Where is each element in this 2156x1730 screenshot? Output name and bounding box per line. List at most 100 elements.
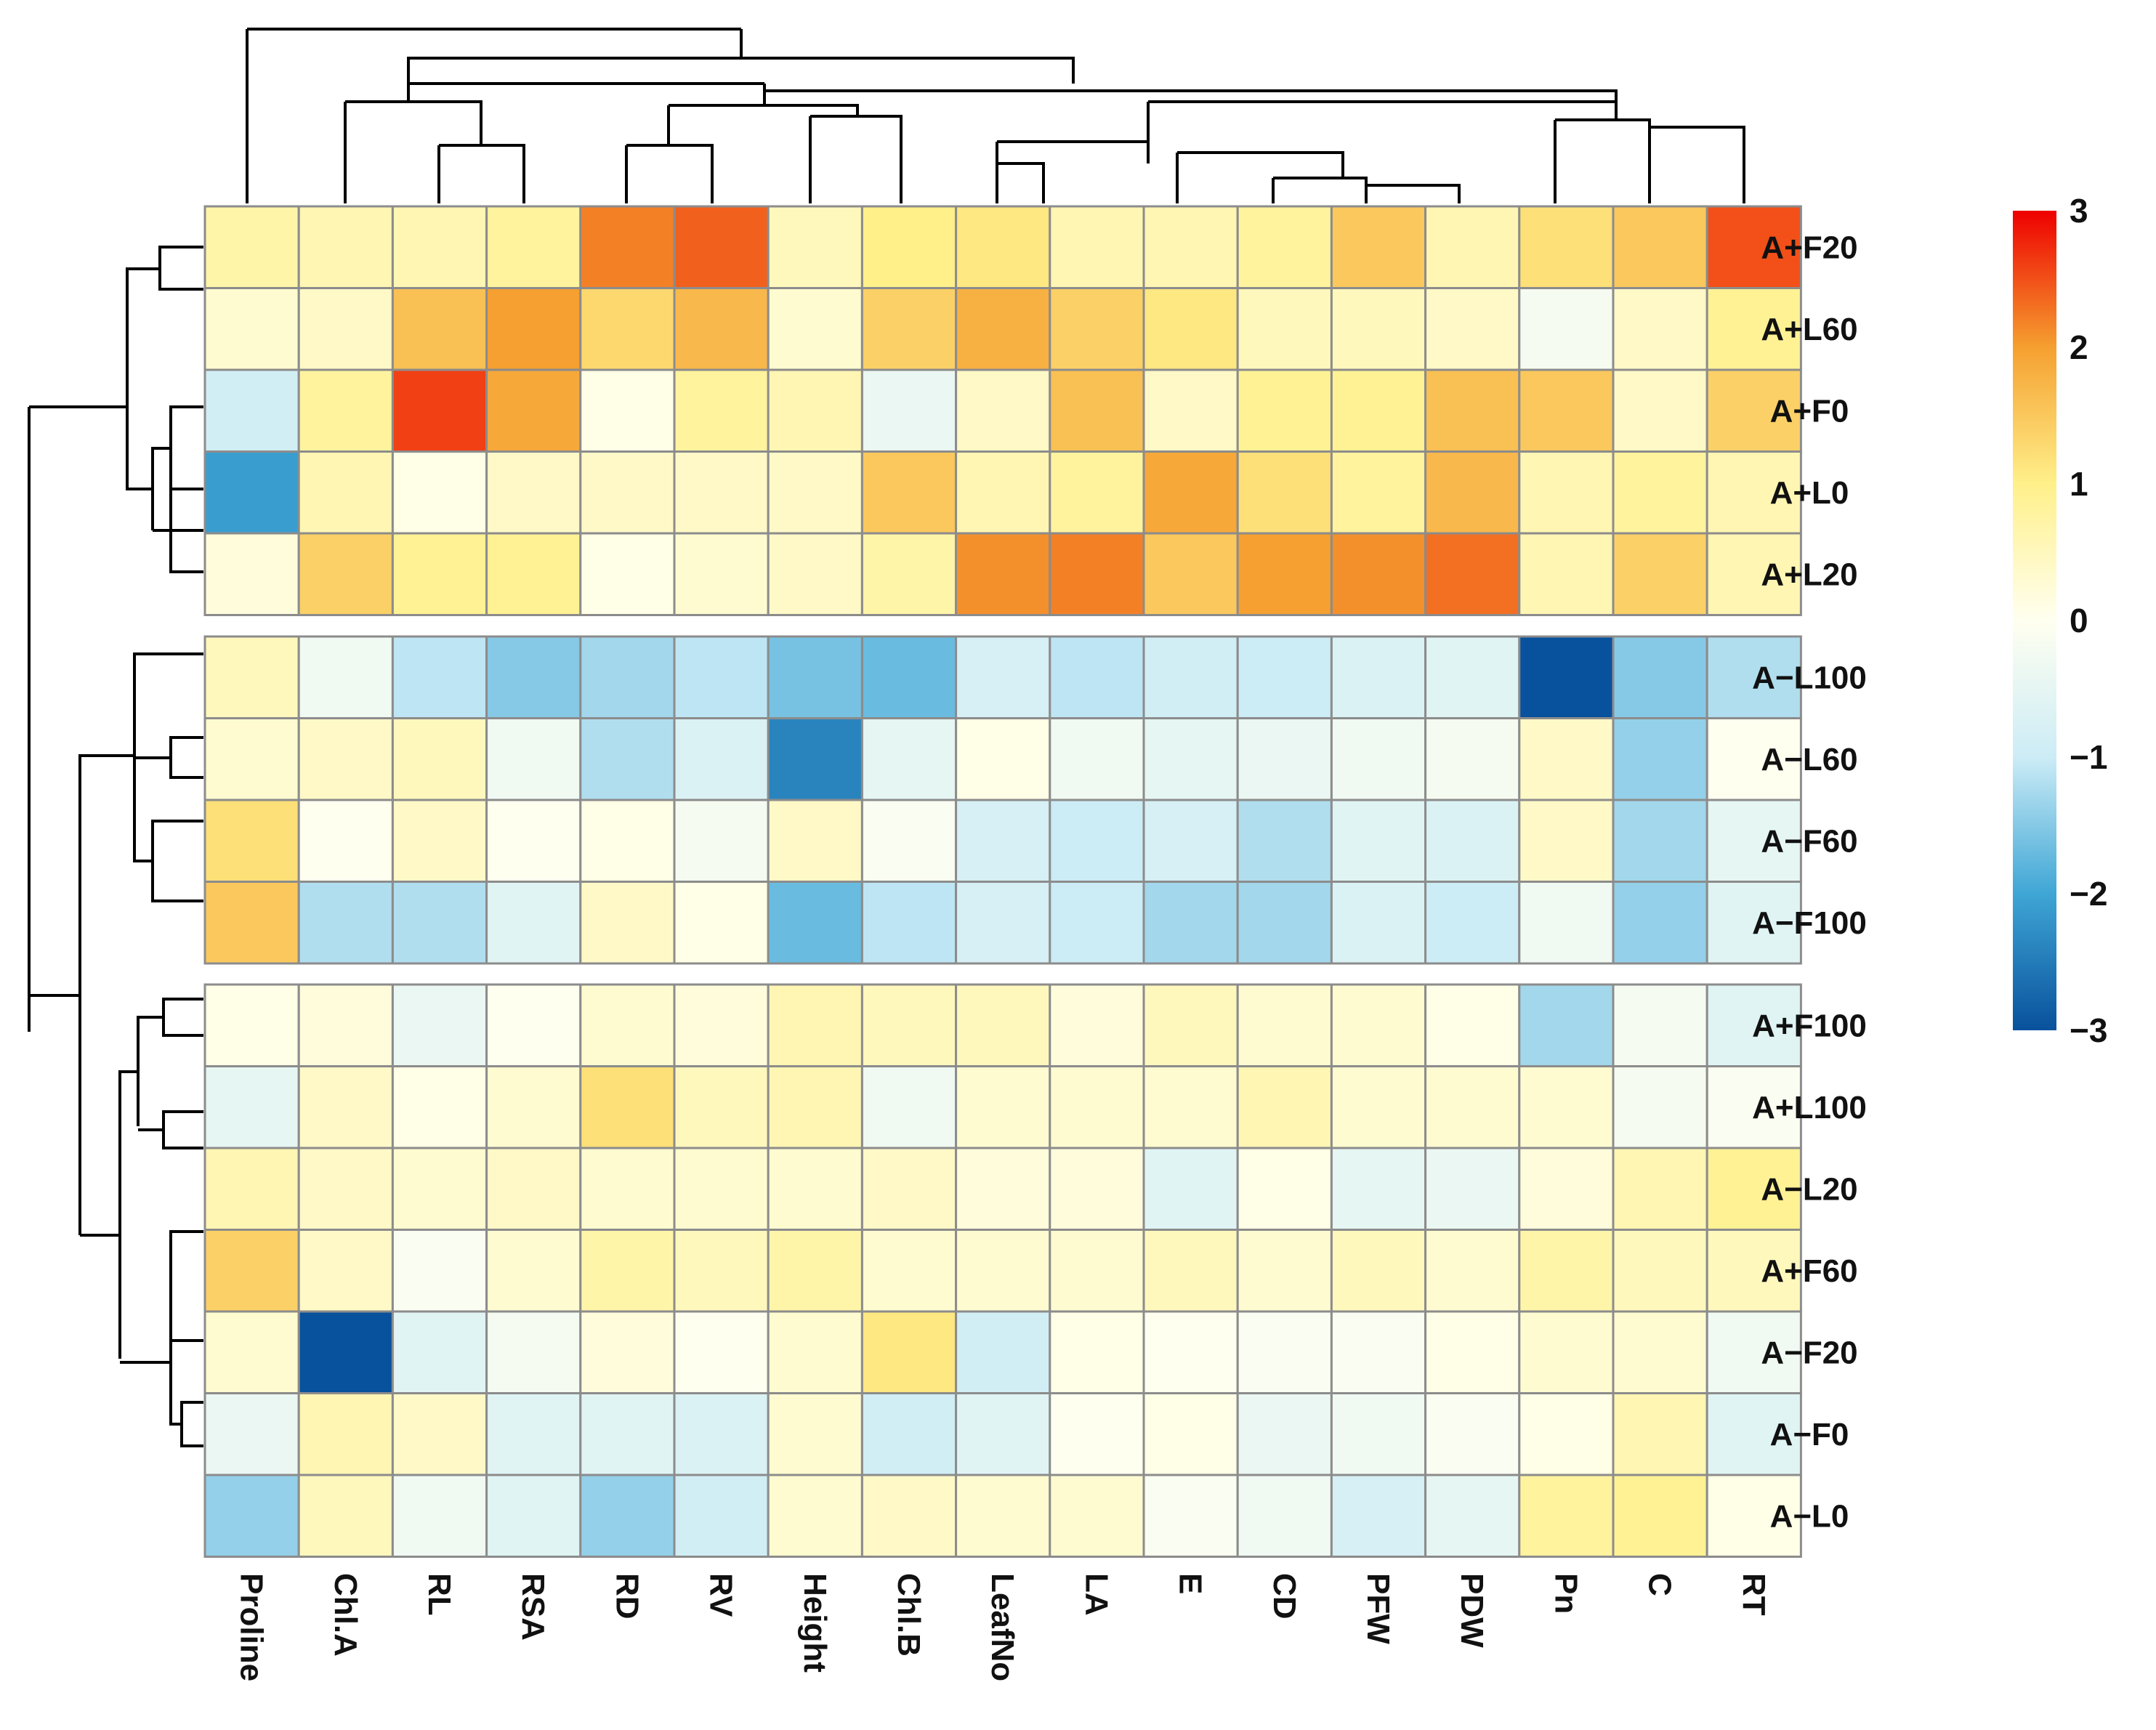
- heatmap-cell: [1236, 205, 1333, 289]
- heatmap-cell: [673, 287, 770, 371]
- heatmap-cell: [955, 717, 1051, 801]
- heatmap-cell: [673, 881, 770, 965]
- row-label: A−L0: [1770, 1498, 1849, 1534]
- heatmap-cell: [673, 205, 770, 289]
- heatmap-cell: [1424, 1392, 1521, 1476]
- heatmap-cell: [485, 983, 582, 1067]
- heatmap-cell: [860, 881, 958, 965]
- heatmap-cell: [203, 532, 300, 616]
- heatmap-cell: [1612, 1229, 1708, 1313]
- heatmap-cell: [1518, 205, 1615, 289]
- heatmap-cell: [579, 1065, 676, 1149]
- heatmap-cell: [955, 1065, 1051, 1149]
- heatmap-cell: [203, 1065, 300, 1149]
- legend-tick-label: 1: [2070, 465, 2088, 503]
- heatmap-cell: [767, 717, 863, 801]
- row-label: A+L20: [1761, 557, 1857, 592]
- heatmap-cell: [579, 717, 676, 801]
- heatmap-cell: [1424, 1310, 1521, 1394]
- heatmap-cell: [1330, 1392, 1427, 1476]
- heatmap-cell: [955, 1229, 1051, 1313]
- row-label: A−F0: [1770, 1417, 1849, 1452]
- heatmap-cell: [1049, 799, 1145, 883]
- heatmap-cell: [767, 205, 863, 289]
- heatmap-cell: [203, 717, 300, 801]
- heatmap-cell: [1705, 1065, 1802, 1149]
- heatmap-cell: [391, 799, 488, 883]
- heatmap-cell: [673, 1474, 770, 1558]
- heatmap-cell: [391, 1147, 488, 1231]
- heatmap-cell: [860, 368, 958, 453]
- column-label: RL: [421, 1573, 457, 1616]
- heatmap-cell: [1236, 717, 1333, 801]
- heatmap-cell: [860, 287, 958, 371]
- heatmap-cell: [485, 881, 582, 965]
- heatmap-cell: [1236, 799, 1333, 883]
- column-label: LeafNo: [985, 1573, 1020, 1681]
- heatmap-cell: [1612, 368, 1708, 453]
- heatmap-cell: [485, 287, 582, 371]
- heatmap-cell: [297, 1065, 394, 1149]
- heatmap-cell: [1236, 983, 1333, 1067]
- row-labels: A+F20 A+L60 A+F0 A+L0 A+L20 A−L100 A−L60 A−F60 A…: [1752, 230, 1867, 1534]
- heatmap-cell: [485, 1310, 582, 1394]
- row-label: A−F20: [1761, 1335, 1857, 1370]
- heatmap-cell: [673, 983, 770, 1067]
- heatmap-cell: [955, 532, 1051, 616]
- heatmap-cell: [203, 1147, 300, 1231]
- heatmap-cell: [767, 1065, 863, 1149]
- heatmap-cell: [1142, 1065, 1239, 1149]
- heatmap-cell: [955, 881, 1051, 965]
- heatmap-cell: [1424, 983, 1521, 1067]
- heatmap-cell: [579, 881, 676, 965]
- row-label: A+F60: [1761, 1253, 1857, 1289]
- heatmap-cell: [1330, 1147, 1427, 1231]
- heatmap-cell: [391, 1474, 488, 1558]
- heatmap-cell: [1424, 368, 1521, 453]
- heatmap-cell: [579, 450, 676, 535]
- heatmap-cell: [860, 532, 958, 616]
- heatmap-cell: [1330, 532, 1427, 616]
- heatmap-cell: [955, 368, 1051, 453]
- column-label: C: [1642, 1573, 1678, 1596]
- heatmap-cell: [1424, 1474, 1521, 1558]
- heatmap-cell: [1142, 532, 1239, 616]
- heatmap-cell: [1049, 1229, 1145, 1313]
- column-label: Height: [797, 1573, 833, 1673]
- heatmap-cell: [955, 799, 1051, 883]
- heatmap-cell: [1518, 287, 1615, 371]
- heatmap-cell: [1236, 450, 1333, 535]
- heatmap-cell: [860, 1310, 958, 1394]
- heatmap-cell: [860, 635, 958, 719]
- heatmap-cell: [1612, 532, 1708, 616]
- row-label: A−L20: [1761, 1171, 1857, 1207]
- heatmap-cell: [955, 1310, 1051, 1394]
- heatmap-cells: [203, 205, 1802, 1558]
- heatmap-cell: [1330, 799, 1427, 883]
- heatmap-cell: [1518, 717, 1615, 801]
- heatmap-cell: [1142, 450, 1239, 535]
- heatmap-cell: [1049, 1310, 1145, 1394]
- heatmap-cell: [297, 287, 394, 371]
- heatmap-cell: [860, 1229, 958, 1313]
- heatmap-cell: [579, 1310, 676, 1394]
- heatmap-cell: [1518, 1147, 1615, 1231]
- heatmap-cell: [391, 532, 488, 616]
- heatmap-cell: [297, 881, 394, 965]
- heatmap-cell: [1518, 532, 1615, 616]
- heatmap-cell: [1518, 1065, 1615, 1149]
- column-label: RT: [1736, 1573, 1772, 1616]
- column-label: Pn: [1548, 1573, 1583, 1614]
- heatmap-cell: [1049, 881, 1145, 965]
- heatmap-cell: [203, 881, 300, 965]
- heatmap-cell: [1424, 450, 1521, 535]
- heatmap-cell: [579, 287, 676, 371]
- heatmap-cell: [1705, 532, 1802, 616]
- heatmap-cell: [203, 205, 300, 289]
- heatmap-cell: [767, 368, 863, 453]
- legend-tick-label: 2: [2070, 328, 2088, 366]
- heatmap-cell: [1330, 1229, 1427, 1313]
- heatmap-cell: [1236, 532, 1333, 616]
- heatmap-cell: [579, 1147, 676, 1231]
- heatmap-cell: [673, 717, 770, 801]
